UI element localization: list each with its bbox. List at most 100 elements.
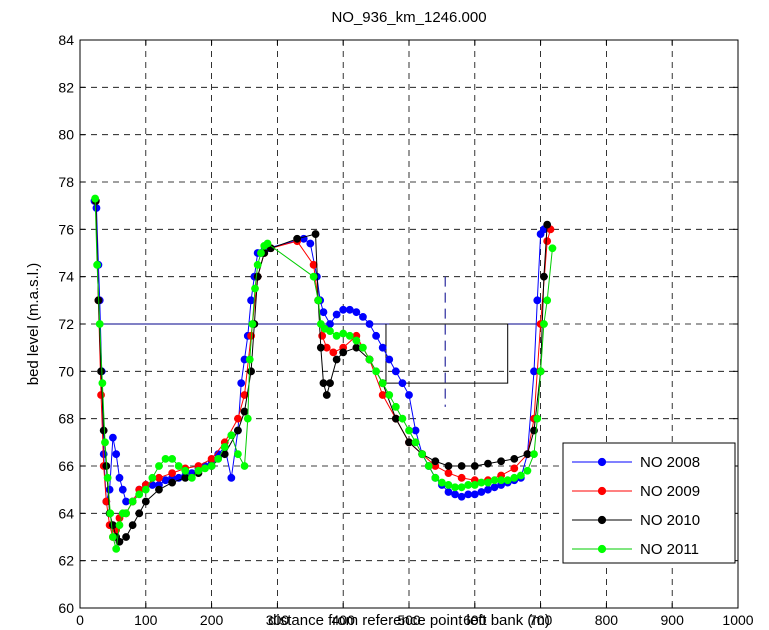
data-point bbox=[497, 476, 506, 485]
data-point bbox=[378, 343, 387, 352]
data-point bbox=[503, 476, 512, 485]
data-point bbox=[523, 466, 532, 475]
data-point bbox=[168, 478, 177, 487]
y-tick-label: 60 bbox=[58, 600, 74, 616]
data-point bbox=[122, 497, 130, 506]
data-point bbox=[530, 367, 538, 376]
data-point bbox=[539, 320, 548, 328]
data-point bbox=[339, 305, 348, 314]
data-point bbox=[207, 462, 216, 470]
data-point bbox=[187, 473, 196, 482]
legend-box bbox=[562, 442, 736, 564]
data-point bbox=[93, 260, 102, 269]
data-point bbox=[543, 296, 552, 305]
data-point bbox=[530, 450, 538, 459]
y-tick-label: 66 bbox=[58, 458, 74, 474]
data-point bbox=[237, 379, 246, 388]
x-axis: 0 100 200 300 400 500 600 700 800 900 1000 bbox=[76, 40, 754, 628]
data-point bbox=[168, 455, 177, 463]
data-point bbox=[319, 379, 328, 388]
data-point bbox=[248, 320, 257, 328]
data-point bbox=[122, 533, 130, 541]
data-point bbox=[378, 379, 387, 388]
data-point bbox=[95, 320, 104, 328]
data-point bbox=[253, 260, 262, 269]
y-tick-label: 62 bbox=[58, 553, 74, 569]
data-point bbox=[122, 509, 130, 518]
data-point bbox=[118, 485, 127, 494]
data-point bbox=[326, 327, 334, 336]
data-point bbox=[240, 391, 249, 399]
data-point bbox=[543, 220, 552, 229]
data-point bbox=[470, 462, 479, 470]
data-point bbox=[451, 490, 459, 499]
data-point bbox=[398, 379, 407, 388]
data-point bbox=[516, 471, 525, 480]
data-point bbox=[444, 481, 453, 489]
data-point bbox=[326, 379, 334, 388]
data-point bbox=[352, 343, 361, 352]
data-point bbox=[484, 459, 492, 468]
data-point bbox=[457, 462, 466, 470]
y-tick-label: 84 bbox=[58, 32, 74, 48]
y-tick-label: 70 bbox=[58, 363, 74, 379]
data-point bbox=[411, 438, 420, 447]
data-point bbox=[352, 308, 361, 317]
data-point bbox=[391, 414, 400, 423]
data-point bbox=[109, 433, 117, 442]
data-point bbox=[523, 450, 532, 459]
data-point bbox=[385, 391, 394, 399]
data-point bbox=[405, 438, 413, 447]
data-point bbox=[451, 483, 459, 492]
x-tick-label: 0 bbox=[76, 612, 84, 628]
data-point bbox=[115, 521, 124, 530]
reference-structure-outline bbox=[385, 323, 509, 384]
data-point bbox=[293, 234, 302, 243]
data-point bbox=[263, 239, 272, 248]
y-axis-title: bed level (m.a.s.l.) bbox=[25, 263, 42, 386]
data-point bbox=[155, 485, 163, 494]
data-point bbox=[372, 367, 381, 376]
data-point bbox=[105, 485, 114, 494]
data-point bbox=[245, 355, 254, 364]
data-point bbox=[365, 355, 374, 364]
x-axis-title: distance from reference point left bank … bbox=[268, 612, 550, 629]
y-tick-label: 76 bbox=[58, 221, 74, 237]
data-point bbox=[247, 367, 255, 376]
data-point bbox=[418, 450, 427, 459]
data-point bbox=[464, 490, 473, 499]
data-point bbox=[332, 310, 341, 319]
data-point bbox=[332, 355, 341, 364]
legend-label: NO 2010 bbox=[640, 512, 700, 529]
x-tick-label: 1000 bbox=[722, 612, 753, 628]
data-point bbox=[309, 260, 318, 269]
data-point bbox=[240, 407, 249, 416]
data-point bbox=[444, 469, 453, 478]
legend-marker bbox=[597, 544, 607, 554]
data-point bbox=[536, 367, 545, 376]
data-point bbox=[497, 457, 506, 466]
data-point bbox=[194, 466, 203, 475]
data-point bbox=[424, 462, 433, 470]
x-tick-label: 900 bbox=[661, 612, 685, 628]
data-point bbox=[141, 485, 150, 494]
data-point bbox=[240, 462, 249, 470]
data-point bbox=[339, 329, 348, 338]
data-point bbox=[332, 331, 341, 340]
x-tick-label: 700 bbox=[529, 612, 553, 628]
data-point bbox=[168, 469, 177, 478]
data-point bbox=[391, 402, 400, 411]
y-tick-label: 80 bbox=[58, 127, 74, 143]
data-point bbox=[314, 296, 323, 305]
data-point bbox=[490, 483, 499, 492]
legend-marker bbox=[597, 457, 607, 467]
data-point bbox=[329, 348, 338, 357]
data-point bbox=[306, 239, 315, 248]
data-point bbox=[533, 414, 542, 423]
data-point bbox=[533, 296, 542, 305]
data-point bbox=[99, 426, 108, 435]
data-point bbox=[141, 497, 150, 506]
data-point bbox=[477, 488, 486, 496]
y-tick-label: 64 bbox=[58, 505, 74, 521]
